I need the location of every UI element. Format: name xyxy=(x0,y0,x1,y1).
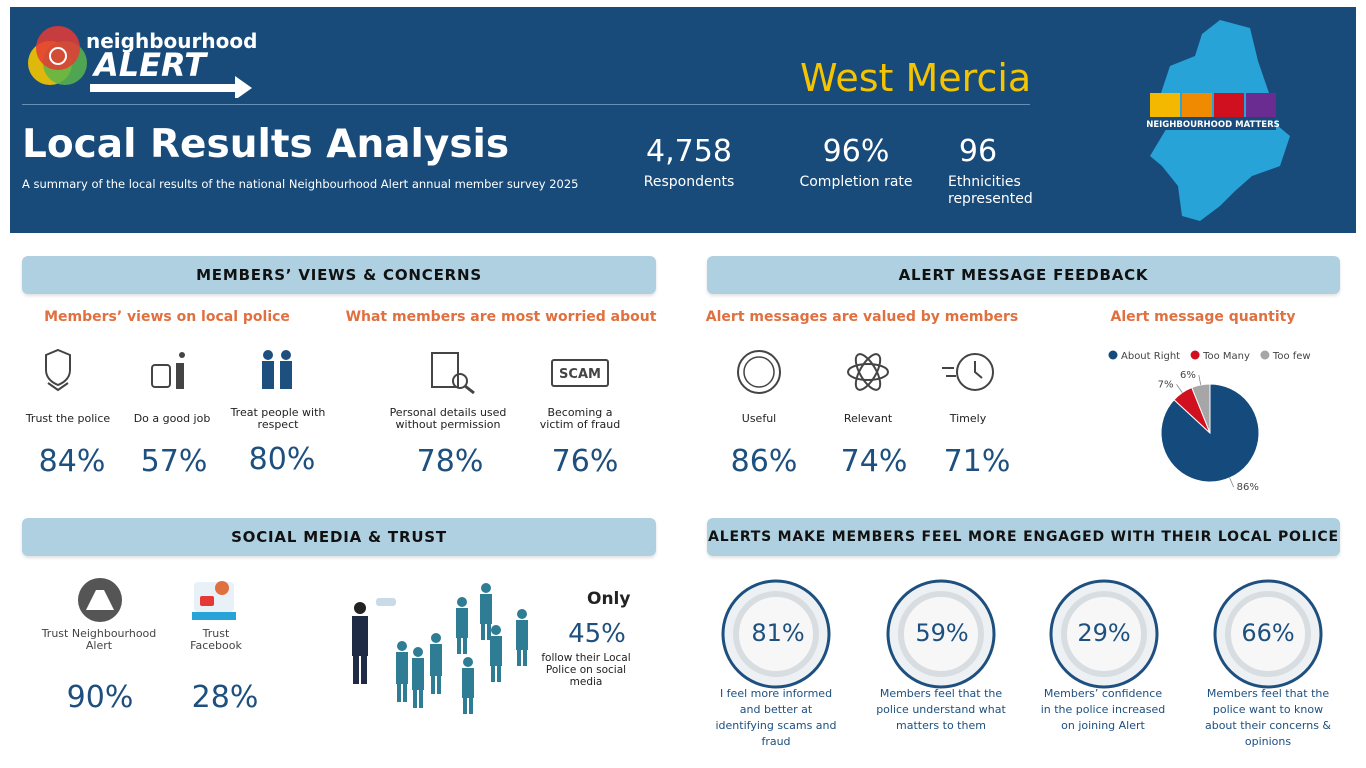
follow-label: follow their Local Police on social medi… xyxy=(541,652,631,688)
rings xyxy=(721,579,1323,689)
item-label: Treat people with respect xyxy=(230,406,326,431)
pie-slice xyxy=(1191,383,1211,434)
leader-line xyxy=(1176,384,1183,393)
leader-line xyxy=(1198,374,1202,385)
section-heading: ALERT MESSAGE FEEDBACK xyxy=(707,256,1340,294)
data-label: 86% xyxy=(1237,482,1259,493)
item-value: 84% xyxy=(38,444,106,479)
logo-top: neighbourhood xyxy=(86,29,257,53)
stat-label: Ethnicities represented xyxy=(948,174,1033,207)
legend-swatch xyxy=(1108,350,1118,360)
section-heading: SOCIAL MEDIA & TRUST xyxy=(22,518,656,556)
legend-swatch xyxy=(1190,350,1200,360)
leader-line xyxy=(1229,477,1235,488)
stat-value: 4,758 xyxy=(646,134,732,169)
stat-label: Completion rate xyxy=(799,174,913,190)
data-label: 7% xyxy=(1158,379,1174,390)
engagement-value: 66% xyxy=(1241,619,1295,647)
subheading: Alert messages are valued by members xyxy=(705,309,1019,325)
map: NEIGHBOURHOOD MATTERS xyxy=(1146,20,1290,221)
scam-icon: SCAM xyxy=(559,367,601,382)
item-label: Becoming a victim of fraud xyxy=(539,406,621,431)
divider xyxy=(22,104,1030,105)
item-label: Trust Neighbourhood Alert xyxy=(41,627,157,652)
legend-label: About Right xyxy=(1121,351,1180,362)
follow-value: 45% xyxy=(568,619,626,649)
item-value: 74% xyxy=(840,444,908,479)
icons xyxy=(737,350,994,394)
item-label: Do a good job xyxy=(133,412,211,425)
stat-value: 96 xyxy=(958,134,998,169)
item-value: 78% xyxy=(416,444,484,479)
item-value: 57% xyxy=(140,444,208,479)
icons: SCAM xyxy=(45,348,609,395)
item-label: Useful xyxy=(741,412,777,425)
subheading: Members’ views on local police xyxy=(44,309,290,325)
legend-label: Too few xyxy=(1272,351,1311,362)
item-value: 80% xyxy=(248,442,316,477)
data-label: 6% xyxy=(1180,370,1196,381)
item-label: Timely xyxy=(949,412,987,425)
stat-value: 96% xyxy=(822,134,890,169)
logo: neighbourhood ALERT xyxy=(28,26,257,98)
engagement-value: 29% xyxy=(1077,619,1131,647)
engagement-value: 59% xyxy=(915,619,969,647)
item-label: Trust the police xyxy=(25,412,111,425)
subheading: Alert message quantity xyxy=(1110,309,1296,325)
icons xyxy=(78,578,236,622)
stat-label: Respondents xyxy=(643,174,735,190)
people-illustration xyxy=(352,583,528,714)
engagement-label: Members feel that the police understand … xyxy=(876,687,1006,732)
item-value: 76% xyxy=(551,444,619,479)
region: West Mercia xyxy=(800,56,1032,100)
item-value: 86% xyxy=(730,444,798,479)
item-value: 71% xyxy=(943,444,1011,479)
legend-swatch xyxy=(1260,350,1270,360)
legend-label: Too Many xyxy=(1202,351,1250,362)
engagement-value: 81% xyxy=(751,619,805,647)
header xyxy=(10,7,1356,233)
title: Local Results Analysis xyxy=(22,122,510,167)
engagement-label: I feel more informed and better at ident… xyxy=(715,687,837,748)
badge: NEIGHBOURHOOD MATTERS xyxy=(1146,120,1280,130)
logo-bottom: ALERT xyxy=(91,46,208,84)
item-value: 90% xyxy=(66,680,134,715)
engagement-label: Members’ confidence in the police increa… xyxy=(1040,687,1166,732)
item-label: Relevant xyxy=(843,412,893,425)
subtitle: A summary of the local results of the na… xyxy=(22,177,579,191)
subheading: What members are most worried about xyxy=(345,309,657,325)
item-label: Personal details used without permission xyxy=(389,406,507,431)
engagement-label: Members feel that the police want to kno… xyxy=(1204,687,1332,748)
section-heading: ALERTS MAKE MEMBERS FEEL MORE ENGAGED WI… xyxy=(707,518,1340,556)
pie-chart: About Right Too Many Too few 86% 7% 6% xyxy=(1108,350,1311,493)
only-label: Only xyxy=(587,589,631,609)
section-heading: MEMBERS’ VIEWS & CONCERNS xyxy=(22,256,656,294)
item-value: 28% xyxy=(191,680,259,715)
item-label: Trust Facebook xyxy=(190,627,242,652)
